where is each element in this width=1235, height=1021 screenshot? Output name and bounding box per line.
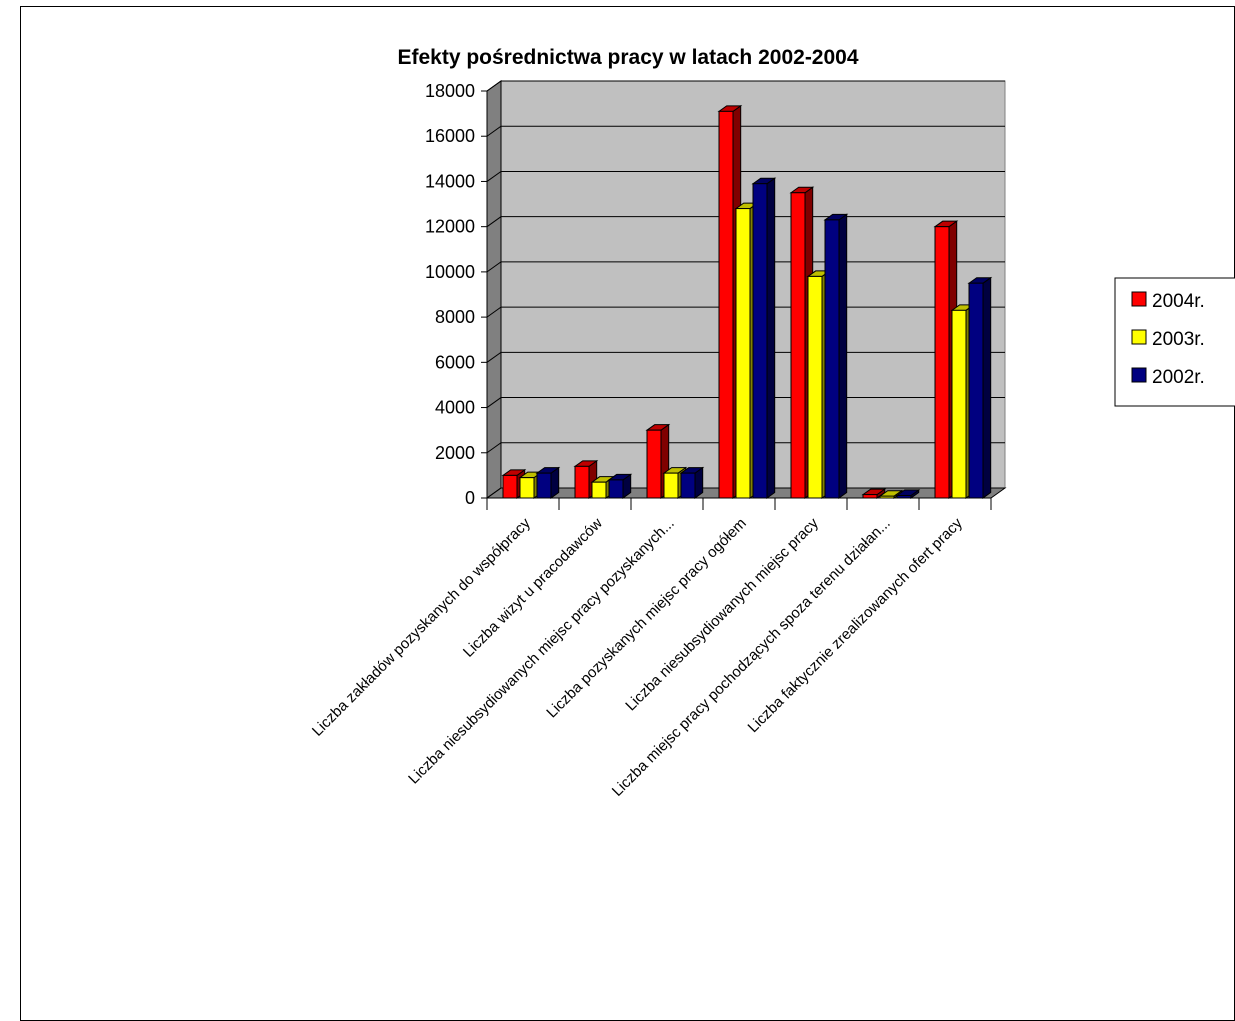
legend-swatch: [1131, 367, 1147, 383]
plot-area: 0 2000 4000 6000 8000 10000 12000 14000 16000 180…: [309, 80, 1007, 800]
bar-front: [934, 226, 950, 499]
y-tick-label: 4000: [435, 398, 475, 418]
bar-front: [646, 429, 662, 499]
bar-front: [862, 494, 878, 499]
bar-front: [519, 477, 535, 499]
bar: [751, 177, 777, 499]
bar-front: [735, 208, 751, 499]
y-tick-label: 2000: [435, 443, 475, 463]
bar-front: [752, 183, 768, 499]
bar: [679, 466, 705, 499]
y-tick-label: 18000: [425, 81, 475, 101]
y-tick-label: 12000: [425, 217, 475, 237]
bar-front: [718, 110, 734, 499]
legend-swatch: [1131, 291, 1147, 307]
bar-front: [608, 479, 624, 499]
legend-label: 2004r.: [1152, 291, 1205, 312]
legend-label: 2002r.: [1152, 367, 1205, 388]
chart-title: Efekty pośrednictwa pracy w latach 2002-…: [397, 46, 858, 69]
bar-front: [896, 495, 912, 499]
bar-front: [680, 472, 696, 499]
bar-front: [879, 495, 895, 499]
bar-front: [968, 282, 984, 499]
bar-side: [766, 177, 776, 499]
y-tick-label: 14000: [425, 171, 475, 191]
legend-swatch: [1131, 329, 1147, 345]
gridline: [486, 125, 1005, 137]
bar: [861, 488, 887, 499]
bar: [967, 276, 993, 499]
bar-front: [536, 472, 552, 499]
x-category-label: Liczba niesubsydiowanych miejsc pracy po…: [405, 515, 678, 788]
bar-front: [574, 465, 590, 499]
bar-side: [838, 213, 848, 499]
bar-front: [951, 309, 967, 499]
x-category-label: Liczba miejsc pracy pochodzących spoza t…: [609, 515, 894, 800]
gridline: [486, 170, 1005, 182]
y-tick-label: 10000: [425, 262, 475, 282]
plot-side-wall: [486, 80, 502, 499]
y-tick-label: 0: [465, 488, 475, 508]
bar-front: [807, 275, 823, 499]
bar: [895, 489, 921, 499]
bar-front: [824, 219, 840, 499]
gridline: [486, 80, 1005, 92]
x-category-label: Liczba wizyt u pracodawców: [460, 515, 606, 661]
bar-side: [982, 276, 992, 499]
legend-label: 2003r.: [1152, 329, 1205, 350]
bar: [878, 489, 904, 499]
bar-front: [591, 481, 607, 499]
y-tick-label: 8000: [435, 307, 475, 327]
bar-front: [790, 192, 806, 499]
bar: [535, 466, 561, 499]
bar: [607, 473, 633, 499]
legend: 2004r. 2003r. 2002r.: [1114, 277, 1235, 407]
bar-front: [663, 472, 679, 499]
bar-front: [502, 474, 518, 499]
bar: [823, 213, 849, 499]
y-tick-label: 16000: [425, 126, 475, 146]
y-tick-label: 6000: [435, 352, 475, 372]
